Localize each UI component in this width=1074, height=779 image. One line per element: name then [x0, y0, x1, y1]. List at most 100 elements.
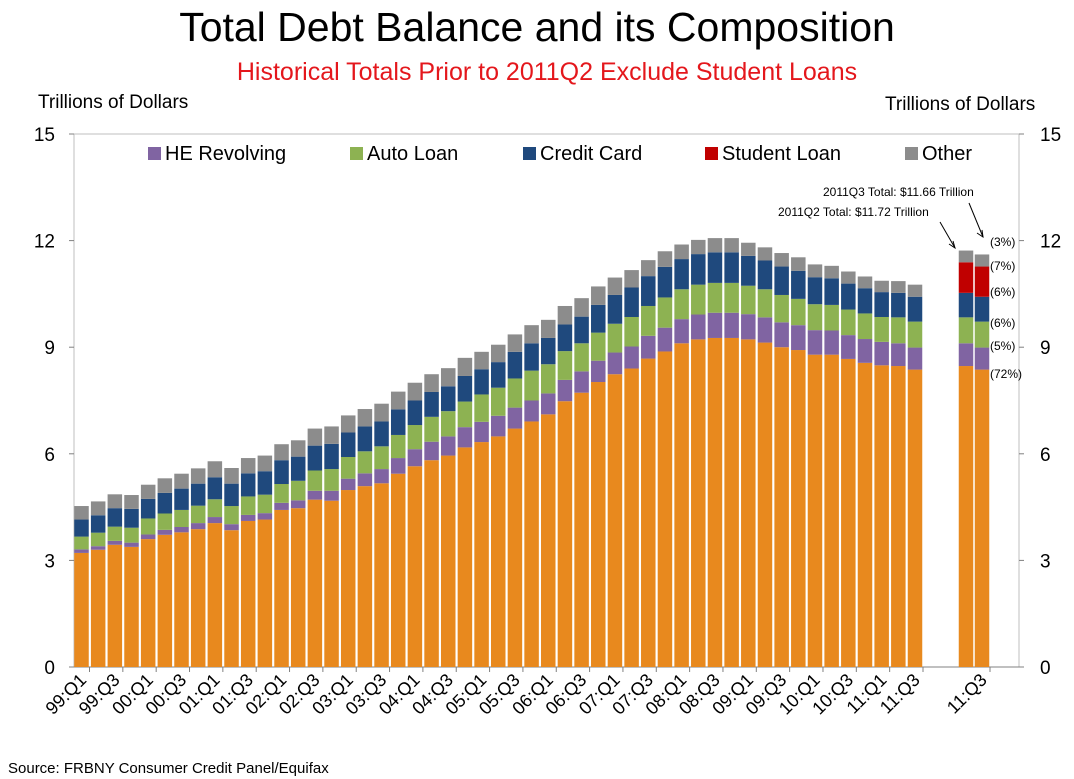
bar-segment-he-revolving [390, 458, 406, 474]
bar-segment-he-revolving [591, 360, 606, 383]
bar-segment-other [124, 495, 139, 509]
bar-segment-other [274, 444, 289, 461]
bar-segment-mortgage [874, 365, 889, 667]
bar-segment-auto-loan [207, 499, 223, 518]
bar-segment-he-revolving [457, 427, 473, 448]
share-label: (6%) [990, 285, 1015, 299]
bar-segment-mortgage [974, 369, 990, 667]
bar-segment-credit-card [557, 324, 573, 352]
bar-segment-auto-loan [674, 289, 689, 320]
bar-segment-mortgage [174, 532, 189, 667]
bar-segment-other [374, 403, 389, 422]
bar-segment-credit-card [958, 292, 974, 318]
x-axis-ticks: 99:Q199:Q300:Q100:Q301:Q101:Q302:Q102:Q3… [42, 667, 991, 719]
bar-segment-credit-card [507, 351, 523, 379]
bar-segment-credit-card [574, 316, 589, 344]
bar-segment-auto-loan [107, 526, 123, 541]
bar-segment-mortgage [140, 539, 156, 667]
bar-segment-he-revolving [207, 517, 223, 524]
bar-segment-he-revolving [124, 542, 139, 547]
bar-segment-mortgage [557, 401, 573, 667]
bar-segment-credit-card [524, 343, 539, 371]
bar-segment-he-revolving [958, 343, 974, 367]
share-label: (6%) [990, 316, 1015, 330]
y-tick-label-left: 12 [34, 232, 55, 253]
bar-segment-he-revolving [857, 339, 873, 363]
bar-segment-other [174, 473, 189, 489]
bar-segment-mortgage [357, 486, 373, 667]
bar-segment-credit-card [824, 278, 839, 305]
y-tick-label-right: 12 [1040, 232, 1061, 253]
bar-segment-other [390, 391, 406, 410]
bar-segment-auto-loan [307, 470, 323, 491]
bar-segment-mortgage [824, 354, 839, 667]
bar-segment-other [857, 276, 873, 289]
bar-segment-mortgage [691, 339, 706, 667]
bar-segment-auto-loan [190, 505, 206, 524]
bar-segment-credit-card [257, 471, 273, 495]
bar-segment-he-revolving [491, 415, 506, 437]
bar-segment-other [807, 264, 823, 278]
bar-segment-mortgage [457, 447, 473, 667]
bar-segment-mortgage [674, 343, 689, 667]
legend-swatch [905, 147, 918, 160]
bar-segment-credit-card [607, 294, 623, 324]
legend-label: HE Revolving [165, 143, 286, 165]
bar-segment-mortgage [724, 337, 739, 667]
bar-segment-credit-card [190, 483, 206, 506]
y-axis-right: 0 3 6 9 12 15 [1019, 125, 1061, 679]
bar-segment-auto-loan [124, 527, 139, 543]
bar-segment-other [190, 468, 206, 484]
bar-segment-auto-loan [724, 282, 739, 313]
bar-segment-he-revolving [824, 330, 839, 355]
bar-segment-credit-card [457, 375, 473, 402]
bar-segment-auto-loan [774, 294, 789, 323]
y-tick-label-right: 6 [1040, 445, 1051, 466]
bar-segment-auto-loan [290, 480, 306, 501]
bar-segment-credit-card [691, 254, 706, 285]
share-label: (3%) [990, 235, 1015, 249]
bar-segment-other [357, 409, 373, 427]
bar-segment-credit-card [891, 292, 906, 318]
bar-segment-he-revolving [90, 546, 106, 550]
bar-segment-he-revolving [907, 347, 923, 370]
bar-segment-other [140, 484, 156, 499]
bar-segment-mortgage [507, 428, 523, 667]
bar-segment-credit-card [324, 443, 339, 470]
bar-segment-student-loan [958, 262, 974, 293]
bar-segment-credit-card [240, 473, 256, 497]
bar-segment-credit-card [591, 304, 606, 333]
bar-segment-credit-card [741, 255, 756, 286]
bar-segment-credit-card [974, 296, 990, 322]
bar-segment-mortgage [207, 523, 223, 667]
bar-segment-mortgage [574, 392, 589, 667]
bar-segment-other [90, 501, 106, 516]
bars-group [74, 238, 990, 667]
legend-swatch [705, 147, 718, 160]
bar-segment-he-revolving [807, 330, 823, 355]
bar-segment-mortgage [374, 483, 389, 667]
y-tick-label-left: 9 [44, 338, 55, 359]
bar-segment-he-revolving [724, 312, 739, 338]
bar-segment-auto-loan [74, 536, 89, 550]
legend-label: Other [922, 143, 972, 165]
bar-segment-mortgage [190, 529, 206, 667]
bar-segment-other [457, 357, 473, 376]
bar-segment-he-revolving [541, 393, 556, 415]
bar-segment-auto-loan [507, 378, 523, 408]
y-axis-left: 0 3 6 9 12 15 [34, 125, 74, 679]
bar-segment-credit-card [841, 283, 856, 310]
bar-segment-he-revolving [841, 335, 856, 359]
bar-segment-credit-card [624, 287, 639, 317]
bar-segment-auto-loan [824, 304, 839, 331]
bar-segment-other [440, 368, 456, 387]
bar-segment-he-revolving [641, 335, 656, 359]
bar-segment-credit-card [541, 337, 556, 365]
y-tick-label-left: 15 [34, 125, 55, 146]
bar-segment-mortgage [907, 369, 923, 667]
y-tick-label-right: 9 [1040, 338, 1051, 359]
bar-segment-he-revolving [274, 502, 289, 510]
bar-segment-he-revolving [174, 527, 189, 533]
legend-label: Student Loan [722, 143, 841, 165]
bar-segment-other [474, 351, 489, 370]
